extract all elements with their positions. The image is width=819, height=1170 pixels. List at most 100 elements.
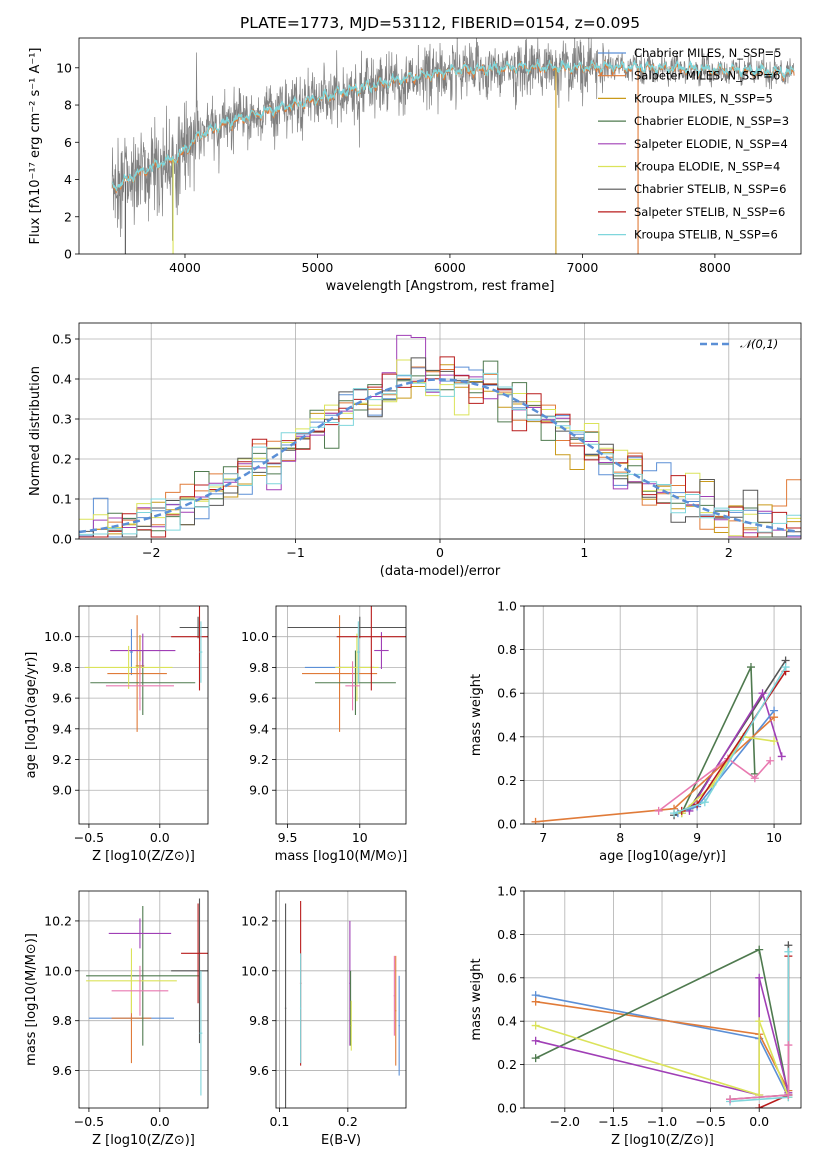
y-tick-label: 10.0 — [44, 629, 72, 644]
x-tick-label: 10 — [766, 830, 782, 845]
plot-area — [287, 606, 406, 732]
x-tick-label: 0.0 — [749, 1114, 769, 1129]
axes-frame — [275, 890, 407, 1109]
legend: Chabrier MILES, N_SSP=5 Salpeter MILES, N… — [598, 46, 789, 242]
x-axis-label: mass [log10(M/M⊙)] — [275, 849, 408, 864]
y-tick-label: 10.0 — [241, 629, 269, 644]
y-tick-label: 0.8 — [497, 642, 517, 657]
x-axis-label: Z [log10(Z/Z⊙)] — [92, 1133, 195, 1148]
y-tick-label: 4 — [64, 172, 72, 187]
y-tick-label: 0.0 — [52, 532, 72, 547]
y-tick-label: 9.6 — [52, 691, 72, 706]
weight-point-marker — [750, 774, 759, 783]
plot-area — [84, 606, 208, 732]
y-tick-label: 10 — [56, 60, 72, 75]
x-tick-label: −2.0 — [550, 1114, 580, 1129]
mass-vs-ebv-axes: 0.1 0.2 9.6 9.8 10.0 10.2 E(B-V) — [241, 890, 407, 1148]
y-tick-label: 0.6 — [497, 686, 517, 701]
y-tick-label: 1.0 — [497, 884, 517, 899]
x-tick-label: −0.5 — [695, 1114, 725, 1129]
legend-label: Chabrier MILES, N_SSP=5 — [634, 46, 781, 60]
weight-vs-age-axes: 7 8 9 10 0.0 0.2 0.4 0.6 0.8 1.0 age [log10(age/yr… — [469, 599, 802, 864]
weight-point-marker — [746, 663, 755, 672]
weight-point-marker — [770, 713, 779, 722]
legend-label: Kroupa STELIB, N_SSP=6 — [634, 228, 778, 242]
weight-point-marker — [726, 1095, 735, 1104]
weight-point-marker — [784, 1041, 793, 1050]
y-tick-label: 8 — [64, 98, 72, 113]
y-tick-label: 1.0 — [497, 599, 517, 614]
y-tick-label: 0.4 — [497, 1014, 517, 1029]
legend-label: 𝒩(0,1) — [740, 337, 778, 351]
y-axis-label: mass [log10(M/M⊙)] — [24, 933, 39, 1066]
y-axis-label: mass weight — [469, 674, 484, 756]
y-tick-label: 9.4 — [52, 721, 72, 736]
weight-point-marker — [770, 737, 779, 746]
x-tick-label: −1 — [286, 545, 304, 560]
x-tick-label: 9 — [693, 830, 701, 845]
axes-frame — [275, 605, 407, 825]
x-tick-label: −0.5 — [74, 830, 104, 845]
x-tick-label: 0.0 — [150, 830, 170, 845]
x-axis-label: Z [log10(Z/Z⊙)] — [92, 849, 195, 864]
x-tick-label: 8 — [616, 830, 624, 845]
weight-point-marker — [531, 1021, 540, 1030]
axes-frame — [78, 322, 802, 540]
x-tick-label: 7000 — [567, 260, 599, 275]
y-tick-label: 0.2 — [497, 1057, 517, 1072]
model-spectrum-line — [111, 58, 795, 192]
y-tick-label: 6 — [64, 135, 72, 150]
weight-point-marker — [654, 806, 663, 815]
weight-vs-metallicity-axes: −2.0 −1.5 −1.0 −0.5 0.0 0.0 0.2 0.4 0.6 0.8 1.0 Z [… — [469, 884, 802, 1148]
y-tick-label: 9.0 — [52, 783, 72, 798]
x-tick-label: −1.5 — [598, 1114, 628, 1129]
plot-area — [284, 900, 400, 1108]
x-axis-label: (data-model)/error — [380, 564, 501, 579]
weight-point-marker — [777, 752, 786, 761]
y-tick-label: 9.6 — [52, 1063, 72, 1078]
y-tick-label: 0 — [64, 247, 72, 262]
plot-area — [531, 656, 790, 824]
axes-frame — [523, 890, 802, 1109]
y-axis-label: age [log10(age/yr)] — [24, 652, 39, 779]
y-tick-label: 0.1 — [52, 492, 72, 507]
weight-point-marker — [700, 798, 709, 807]
y-tick-label: 10.2 — [44, 913, 72, 928]
weight-point-marker — [531, 1054, 540, 1063]
plot-area — [111, 38, 795, 254]
x-tick-label: 0.1 — [269, 1114, 289, 1129]
axes-frame — [78, 37, 802, 255]
weight-point-marker — [531, 1036, 540, 1045]
y-tick-label: 9.4 — [249, 721, 269, 736]
x-tick-label: −0.5 — [74, 1114, 104, 1129]
axes-frame — [78, 605, 209, 825]
residuals-axes: −2 −1 0 1 2 0.0 0.1 0.2 0.3 0.4 0.5 (data-model)/er… — [28, 322, 802, 579]
y-tick-label: 0.0 — [497, 1101, 517, 1116]
y-tick-label: 10.0 — [44, 963, 72, 978]
legend-label: Salpeter ELODIE, N_SSP=4 — [634, 137, 788, 151]
plot-area — [86, 898, 208, 1096]
legend-label: Kroupa MILES, N_SSP=5 — [634, 91, 773, 105]
age-vs-metallicity-axes: −0.5 0.0 9.0 9.2 9.4 9.6 9.8 10.0 Z [log10(Z/Z⊙)… — [24, 605, 209, 864]
x-tick-label: 0 — [436, 545, 444, 560]
x-tick-label: 0.0 — [150, 1114, 170, 1129]
x-tick-label: 10 — [352, 830, 368, 845]
y-tick-label: 0.8 — [497, 927, 517, 942]
y-tick-label: 0.6 — [497, 970, 517, 985]
weight-series-line — [658, 757, 771, 812]
weight-point-marker — [781, 663, 790, 672]
x-tick-label: 0.2 — [338, 1114, 358, 1129]
weight-point-marker — [755, 1017, 764, 1026]
y-tick-label: 2 — [64, 209, 72, 224]
x-axis-label: Z [log10(Z/Z⊙)] — [611, 1133, 714, 1148]
x-tick-label: 1 — [580, 545, 588, 560]
y-axis-label: Flux [fλ10⁻¹⁷ erg cm⁻² s⁻¹ A⁻¹] — [28, 48, 43, 245]
y-tick-label: 9.6 — [249, 691, 269, 706]
weight-point-marker — [766, 756, 775, 765]
weight-point-marker — [755, 973, 764, 982]
weight-point-marker — [755, 945, 764, 954]
axes-frame — [78, 890, 209, 1109]
x-tick-label: 5000 — [302, 260, 334, 275]
y-tick-label: 10.2 — [241, 913, 269, 928]
x-tick-label: 9.5 — [278, 830, 298, 845]
